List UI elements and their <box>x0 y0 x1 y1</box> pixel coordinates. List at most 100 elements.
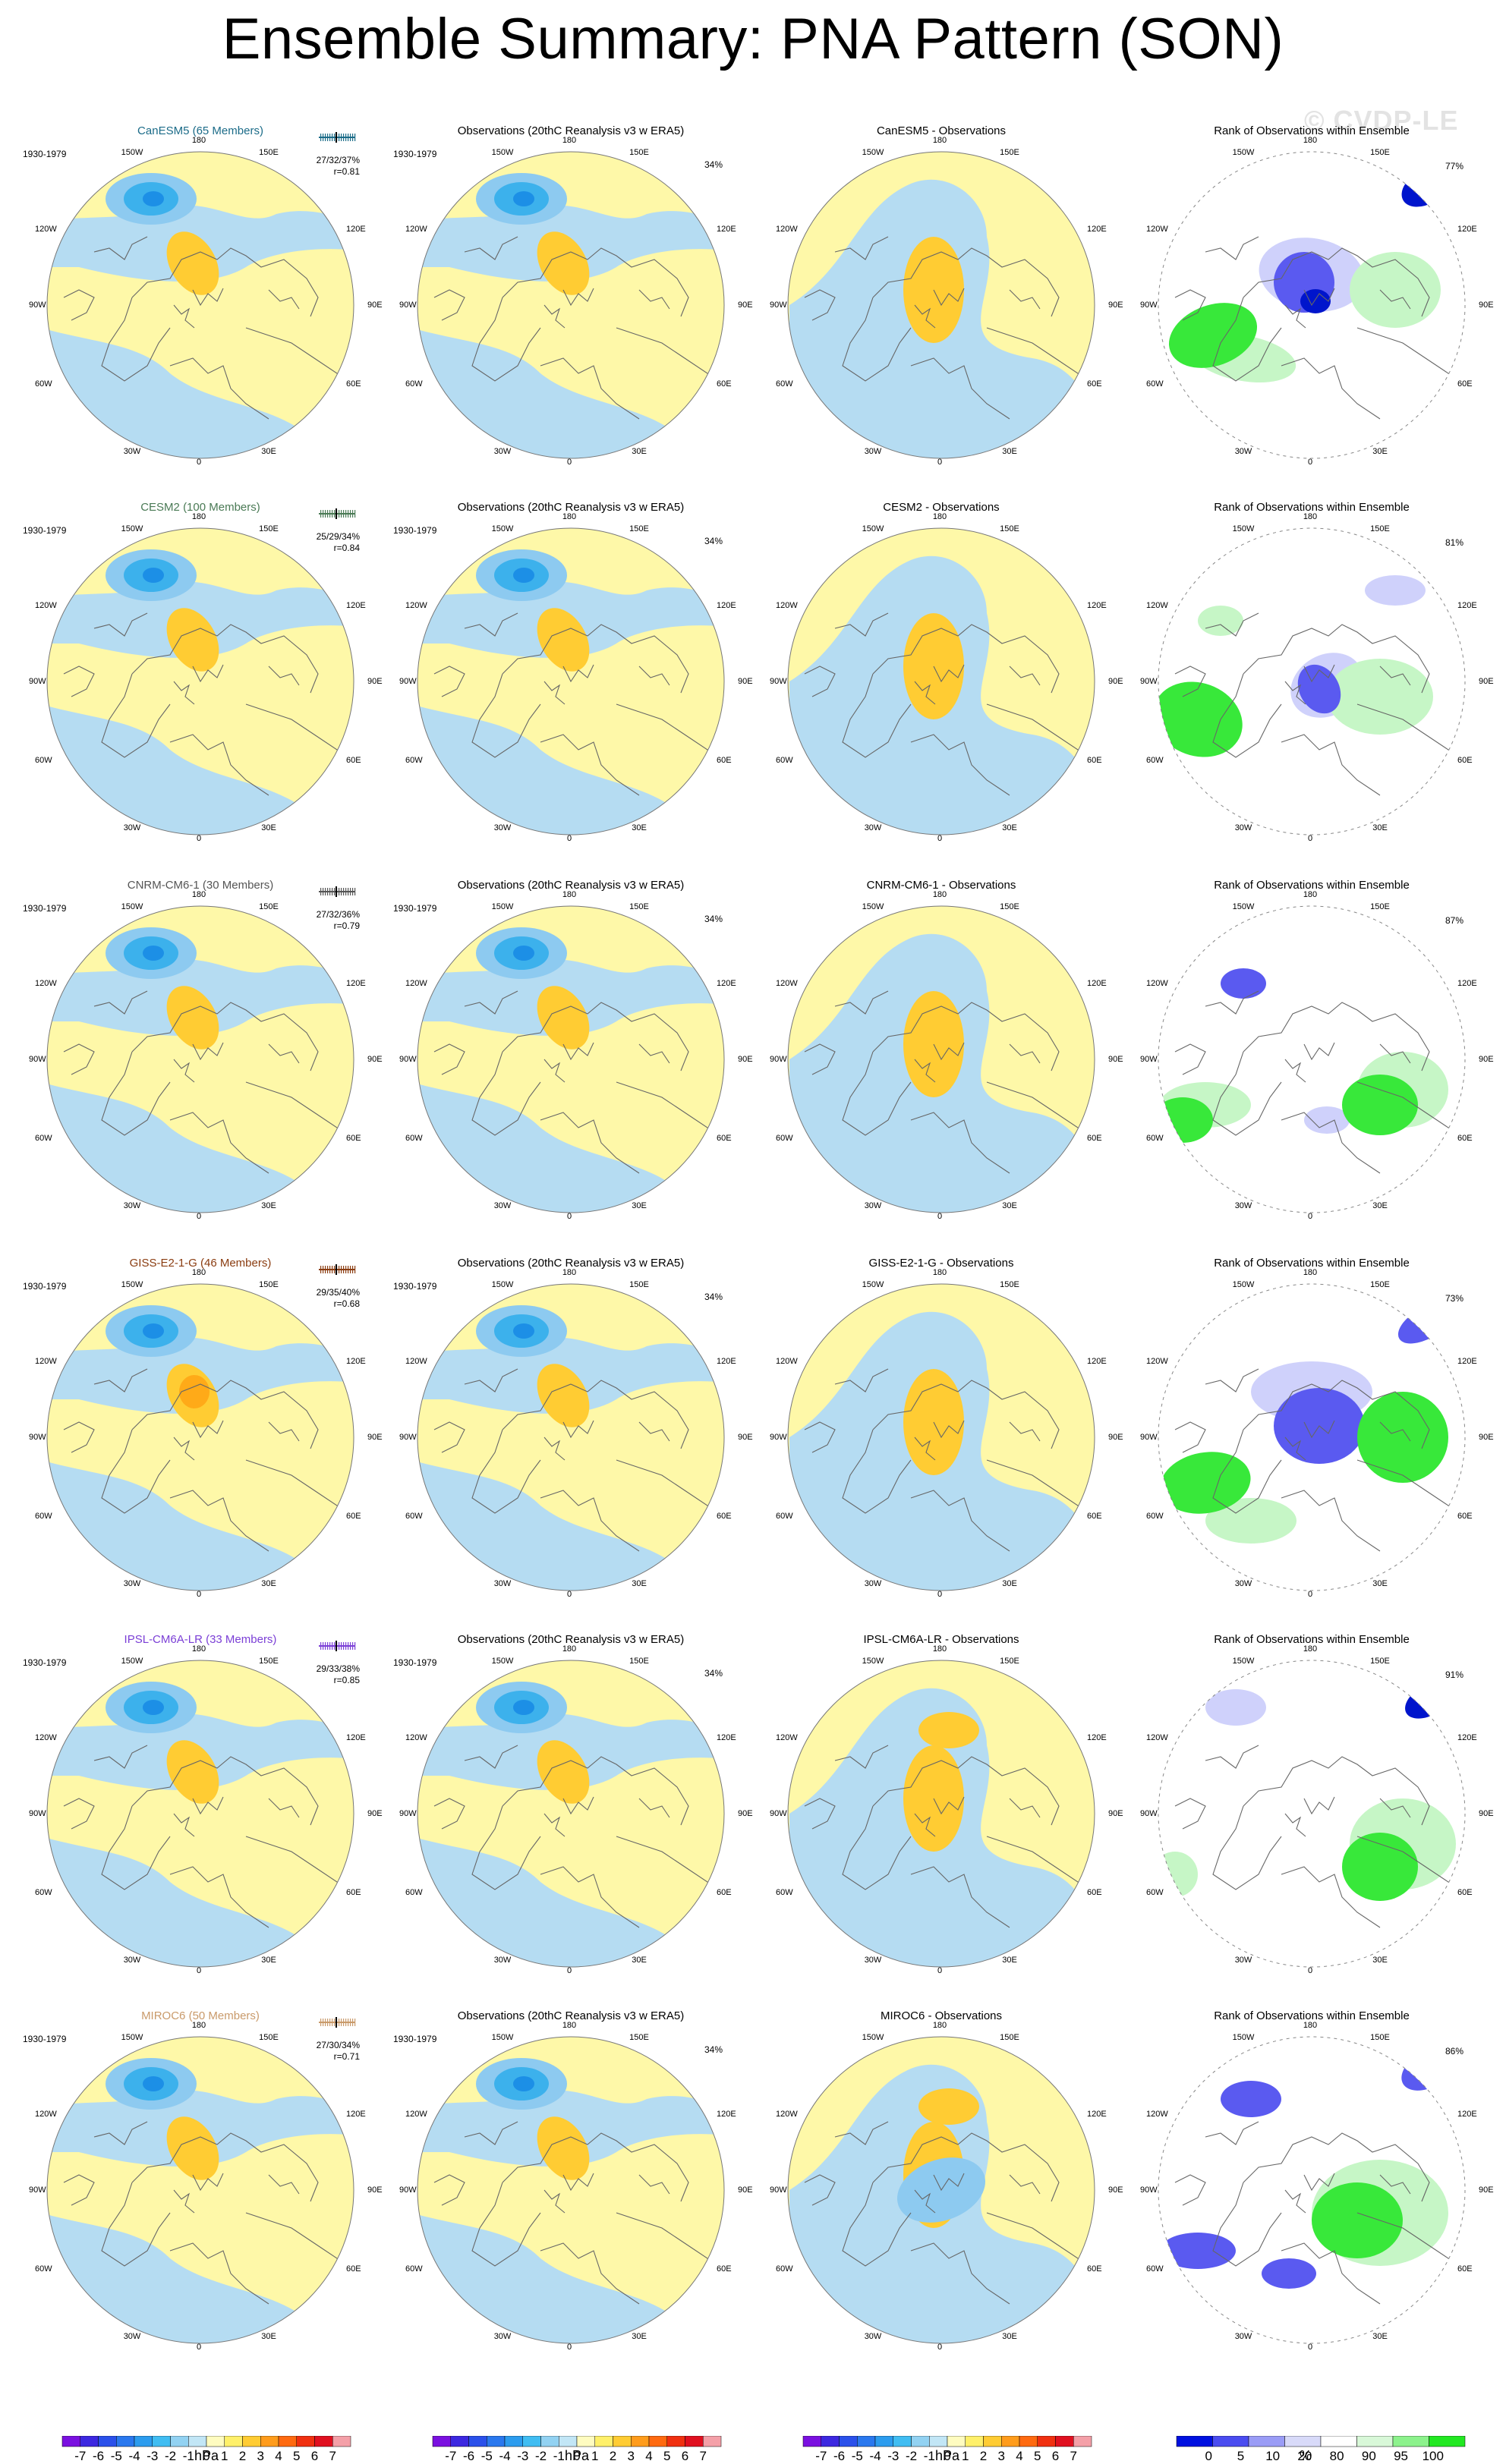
coastline <box>1284 1437 1306 1461</box>
stats-label: 27/30/34% r=0.71 <box>316 2040 360 2062</box>
coastline <box>173 1437 195 1461</box>
map-outline <box>787 151 1095 459</box>
lon-label: 90W <box>29 2186 46 2195</box>
model-title: MIROC6 (50 Members) <box>141 2009 260 2022</box>
lon-label: 90E <box>738 1055 753 1064</box>
lon-label: 60W <box>405 756 423 765</box>
colorbar-swatch <box>152 2436 171 2447</box>
polar-map: 180 0 90W 90E 150W 150E 120W 120E 60W 60E 30W 30E <box>399 136 753 467</box>
lon-label: 30W <box>494 447 512 456</box>
lon-label: 90W <box>1140 1809 1158 1818</box>
anomaly-core <box>166 608 219 672</box>
coastline <box>464 612 518 637</box>
polar-map: 180 0 90W 90E 150W 150E 120W 120E 60W 60E 30W 30E <box>29 136 383 467</box>
coastline <box>1174 2174 1206 2206</box>
lon-label: 90W <box>399 677 417 686</box>
lon-label: 120E <box>717 1733 736 1742</box>
rank-region <box>1262 2258 1316 2289</box>
rank-pct-label: 81% <box>1445 537 1463 548</box>
rank-title: Rank of Observations within Ensemble <box>1214 501 1410 514</box>
coastline <box>173 304 195 329</box>
rank-region <box>1198 606 1243 636</box>
lon-label: 90W <box>399 1433 417 1442</box>
coastline <box>1303 288 1335 307</box>
colorbar-swatch <box>821 2436 840 2447</box>
colorbar-swatch <box>61 2436 80 2447</box>
obs-panel: 180 0 90W 90E 150W 150E 120W 120E 60W 60E 30W 30E Ob… <box>389 1248 753 1627</box>
lon-label: 30W <box>124 2332 141 2341</box>
lon-label: 150W <box>862 902 884 911</box>
coastline <box>1284 2189 1306 2214</box>
lon-label: 60E <box>717 1512 732 1521</box>
anomaly-core <box>179 1375 210 1408</box>
coastline <box>1284 1813 1306 1837</box>
lon-label: 120W <box>1146 1733 1168 1742</box>
coastline <box>562 1796 594 1815</box>
colorbar-tick-label: 6 <box>682 2449 688 2463</box>
coastline <box>464 990 518 1015</box>
lon-label: 30E <box>261 823 276 832</box>
lon-label: 180 <box>1303 1644 1317 1654</box>
coastline <box>268 666 300 686</box>
lon-label: 60E <box>717 2264 732 2274</box>
colorbar-tick-label: 5 <box>293 2449 300 2463</box>
coastline <box>1243 1380 1430 1449</box>
lon-label: 0 <box>1308 1590 1312 1599</box>
polar-map: 180 0 90W 90E 150W 150E 120W 120E 60W 60E 30W 30E <box>1140 890 1494 1221</box>
colorbar-tick-label: 4 <box>1016 2449 1022 2463</box>
anomaly-core <box>143 946 164 961</box>
coastline <box>1303 2173 1335 2192</box>
model-panel: 180 0 90W 90E 150W 150E 120W 120E 60W 60E 30W 30E GI… <box>18 1248 383 1627</box>
obs-pct-label: 34% <box>704 914 723 924</box>
coastline <box>131 247 319 317</box>
lon-label: 0 <box>1308 834 1312 843</box>
colorbar-tick-label: 5 <box>1237 2449 1244 2463</box>
rank-region <box>1205 1689 1266 1726</box>
anomaly-core <box>143 1700 164 1715</box>
difference-title: CESM2 - Observations <box>883 501 1000 514</box>
coastline <box>131 1380 319 1449</box>
lon-label: 30W <box>494 823 512 832</box>
map-outline <box>46 905 354 1213</box>
coastline <box>93 990 148 1015</box>
lon-label: 0 <box>197 1212 201 1221</box>
stats-label: 29/35/40% r=0.68 <box>316 1287 360 1309</box>
lon-label: 60E <box>1457 2264 1473 2274</box>
coastline <box>1174 1421 1206 1453</box>
coastline <box>804 666 836 697</box>
lon-label: 120E <box>1457 225 1477 234</box>
lon-label: 90E <box>1479 2186 1494 2195</box>
lon-label: 180 <box>933 512 947 521</box>
obs-pct-label: 34% <box>704 2044 723 2055</box>
coastline <box>1281 1866 1381 1928</box>
lon-label: 150E <box>629 1657 649 1666</box>
lon-label: 30E <box>1002 1956 1017 1965</box>
colorbar-tick-label: -7 <box>74 2449 86 2463</box>
coastline <box>562 1420 594 1439</box>
lon-label: 90E <box>1479 1055 1494 1064</box>
coastline <box>1009 666 1041 686</box>
lon-label: 90E <box>1108 301 1123 310</box>
colorbar-swatch <box>802 2436 821 2447</box>
colorbar-swatch <box>134 2436 153 2447</box>
colorbar-swatch <box>188 2436 207 2447</box>
rank-region <box>1365 575 1426 606</box>
anomaly-core <box>513 946 534 961</box>
coastline <box>1379 1421 1411 1442</box>
lon-label: 150W <box>492 2033 514 2042</box>
lon-label: 150W <box>121 902 143 911</box>
colorbar-hpa-1: -7 -6 -5 -4 -3 -2 -1 0 1 2 3 4 5 6 7 <box>61 2436 351 2463</box>
lon-label: 90W <box>29 301 46 310</box>
coastline <box>1212 673 1282 758</box>
colorbar-swatch <box>613 2436 632 2447</box>
map-outline <box>417 1660 725 1968</box>
coastline <box>192 1420 224 1439</box>
lon-label: 120W <box>1146 601 1168 610</box>
lon-label: 30W <box>494 2332 512 2341</box>
coastline <box>842 673 912 758</box>
colorbar-swatch <box>1356 2436 1394 2447</box>
coastline <box>464 236 518 260</box>
coastline <box>834 990 889 1015</box>
colorbar-tick-label: 0 <box>573 2449 580 2463</box>
map-outline <box>46 1660 354 1968</box>
